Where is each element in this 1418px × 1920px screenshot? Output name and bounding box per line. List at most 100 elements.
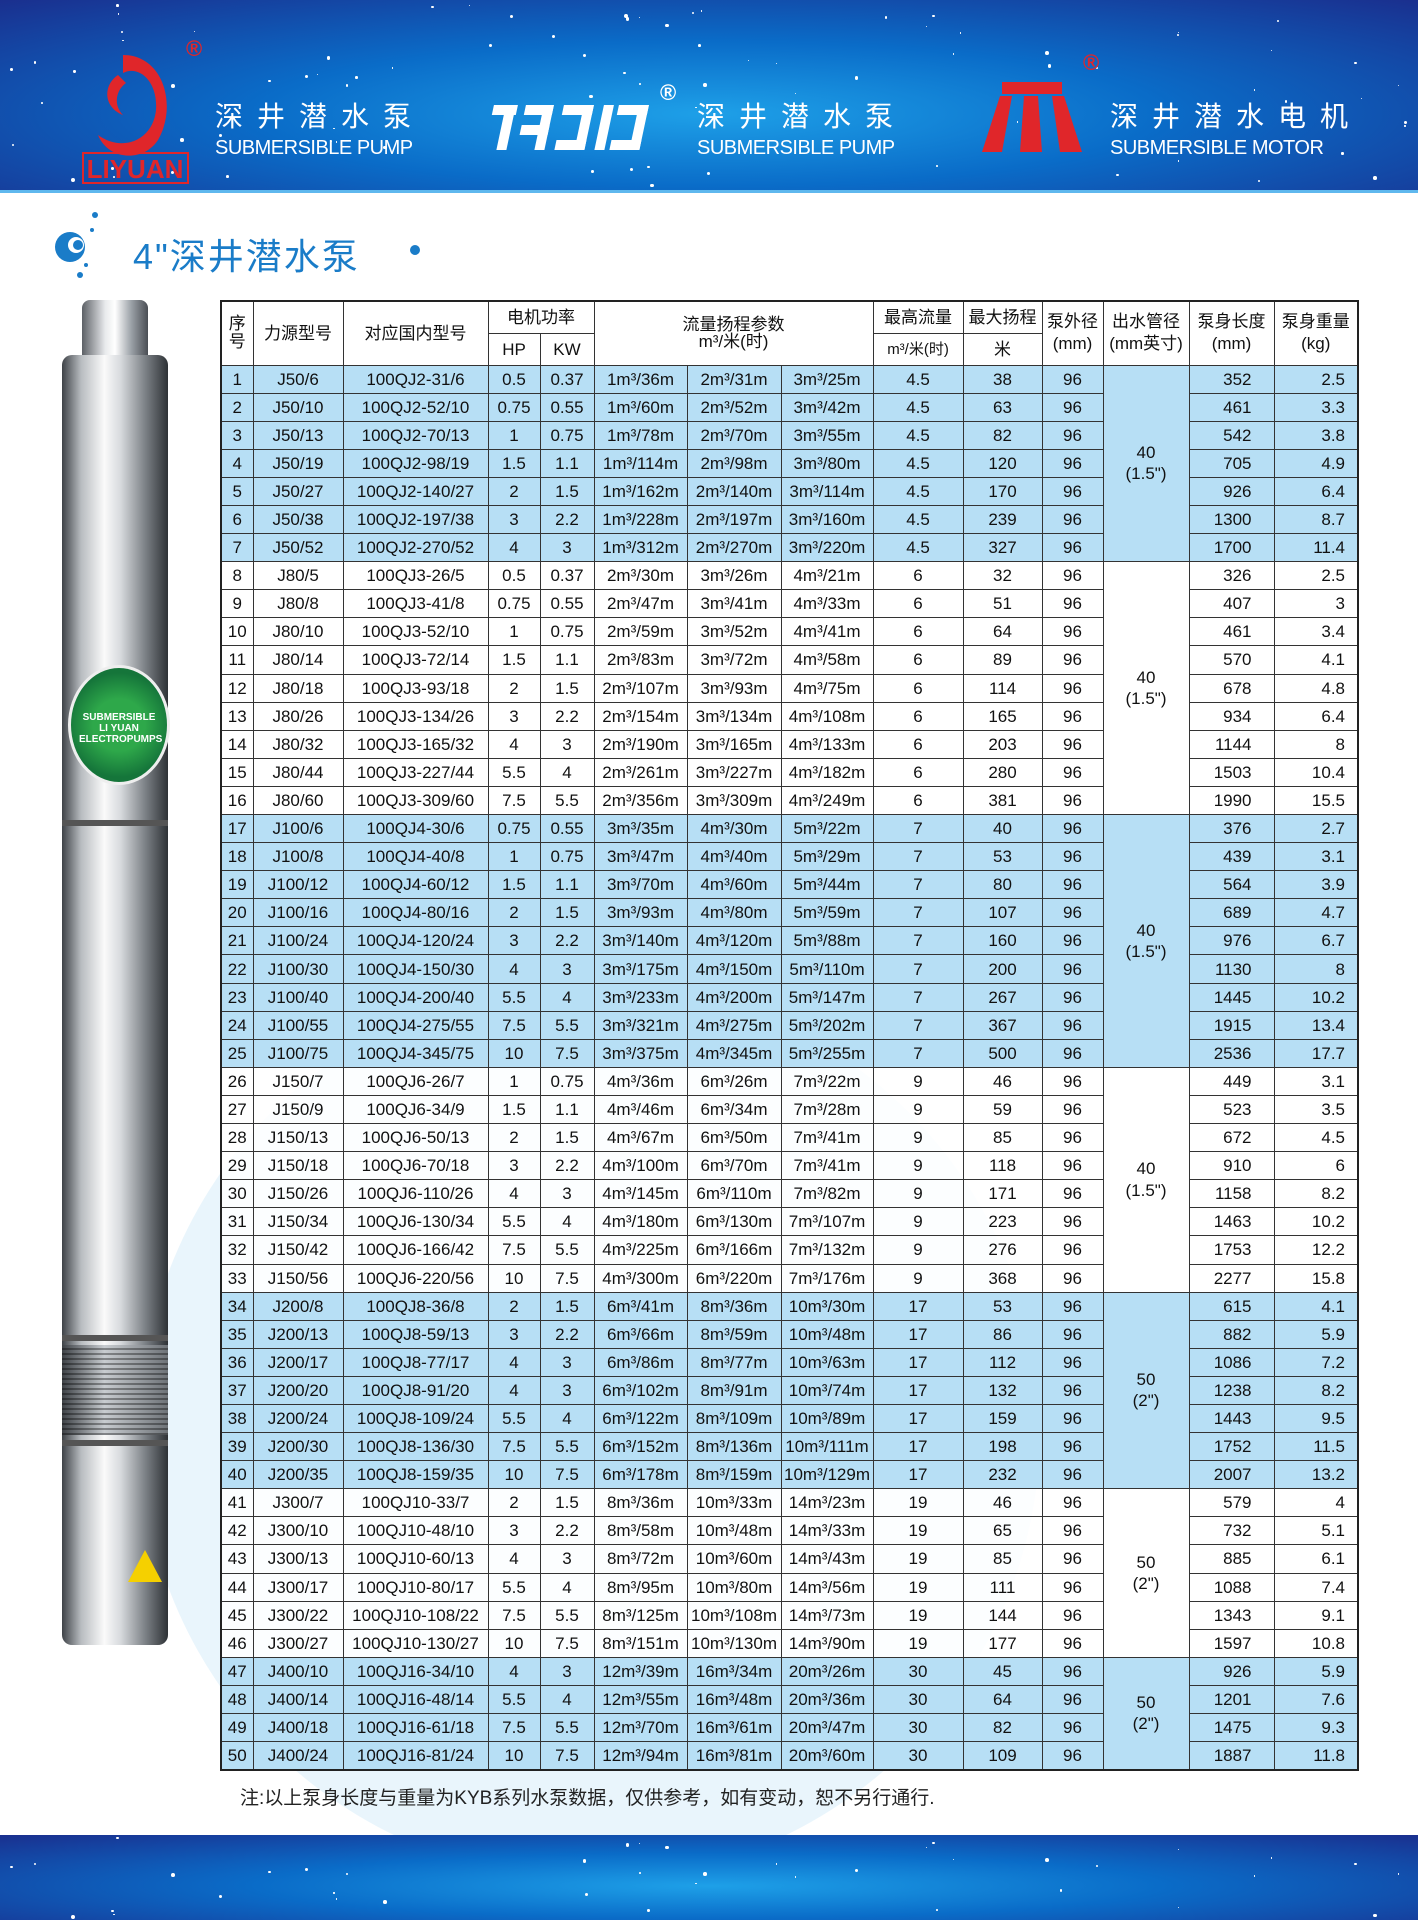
cell-no: 25 [220, 1038, 254, 1068]
pump-cap [82, 300, 148, 360]
cell-weight: 2.7 [1273, 813, 1359, 844]
cell-max-head: 160 [962, 926, 1043, 956]
cell-max-head: 165 [962, 701, 1043, 731]
cell-no: 27 [220, 1094, 254, 1125]
cell-max-flow: 9 [872, 1123, 964, 1153]
star-decoration [111, 166, 115, 170]
star-decoration [639, 83, 641, 86]
cell-model: J200/13 [252, 1319, 344, 1349]
cell-kw: 4 [539, 1207, 595, 1237]
cell-model: J150/56 [252, 1263, 344, 1293]
star-decoration [115, 3, 119, 7]
star-decoration [1287, 113, 1290, 117]
star-decoration [1177, 1906, 1180, 1909]
cell-flow2: 6m³/110m [686, 1179, 782, 1209]
cell-hp: 3 [487, 1516, 541, 1546]
star-decoration [925, 25, 928, 28]
star-decoration [333, 127, 335, 130]
cell-od: 96 [1041, 1684, 1104, 1715]
star-decoration [1354, 61, 1357, 65]
table-row: 24 J100/55 100QJ4-275/55 7.5 5.5 3m³/321m 4m³/… [220, 1010, 1359, 1040]
cell-max-head: 82 [962, 420, 1043, 450]
star-decoration [665, 23, 669, 28]
star-decoration [1360, 97, 1362, 99]
table-row: 2 J50/10 100QJ2-52/10 0.75 0.55 1m³/60m 2m³/52… [220, 392, 1359, 422]
cell-max-head: 112 [962, 1347, 1043, 1377]
cell-no: 10 [220, 617, 254, 647]
cell-flow3: 10m³/129m [780, 1460, 874, 1490]
cell-kw: 0.75 [539, 420, 595, 450]
star-decoration [884, 16, 888, 19]
cell-od: 96 [1041, 476, 1104, 506]
cell-kw: 5.5 [539, 785, 595, 816]
cell-max-flow: 19 [872, 1488, 964, 1518]
star-decoration [1116, 173, 1120, 177]
cell-flow2: 4m³/345m [686, 1038, 782, 1068]
cell-weight: 5.9 [1273, 1319, 1359, 1349]
cell-max-head: 40 [962, 813, 1043, 844]
cell-hp: 3 [487, 1151, 541, 1181]
cell-length: 1990 [1188, 785, 1275, 816]
cell-length: 461 [1188, 392, 1275, 422]
cell-no: 38 [220, 1403, 254, 1434]
star-decoration [468, 5, 470, 7]
cell-flow2: 6m³/50m [686, 1123, 782, 1153]
header-hp: HP [487, 332, 541, 366]
star-decoration [115, 1836, 119, 1840]
table-row: 8 J80/5 100QJ3-26/5 0.5 0.37 2m³/30m 3m³/26m 4m… [220, 561, 1359, 815]
star-decoration [219, 134, 223, 138]
star-decoration [1177, 33, 1180, 36]
table-row: 22 J100/30 100QJ4-150/30 4 3 3m³/175m 4m³/150m… [220, 954, 1359, 984]
star-decoration [700, 9, 703, 12]
cell-domestic: 100QJ2-31/6 [342, 364, 489, 394]
cell-kw: 2.2 [539, 504, 595, 535]
cell-length: 882 [1188, 1319, 1275, 1349]
cell-flow2: 2m³/270m [686, 533, 782, 563]
cell-weight: 7.6 [1273, 1684, 1359, 1715]
cell-max-flow: 4.5 [872, 448, 964, 478]
cell-weight: 3.8 [1273, 420, 1359, 450]
cell-flow3: 5m³/110m [780, 954, 874, 984]
cell-max-flow: 6 [872, 673, 964, 703]
cell-hp: 1 [487, 420, 541, 450]
cell-max-head: 82 [962, 1712, 1043, 1743]
cell-flow2: 4m³/30m [686, 813, 782, 844]
cell-no: 8 [220, 561, 254, 591]
cell-max-flow: 7 [872, 870, 964, 900]
cell-hp: 0.75 [487, 392, 541, 422]
cell-max-flow: 17 [872, 1403, 964, 1434]
cell-model: J100/75 [252, 1038, 344, 1068]
pump-ring [62, 1440, 168, 1446]
star-decoration [383, 1900, 387, 1904]
table-row: 3 J50/13 100QJ2-70/13 1 0.75 1m³/78m 2m³/70m 3m… [220, 420, 1359, 450]
cell-length: 1088 [1188, 1572, 1275, 1602]
cell-kw: 4 [539, 1403, 595, 1434]
cell-flow2: 10m³/48m [686, 1516, 782, 1546]
cell-od: 96 [1041, 1741, 1104, 1771]
cell-outlet: 40 (1.5") [1102, 364, 1190, 563]
cell-max-flow: 17 [872, 1375, 964, 1405]
star-decoration [1270, 1857, 1272, 1859]
cell-model: J300/27 [252, 1628, 344, 1658]
cell-flow2: 3m³/41m [686, 589, 782, 619]
cell-flow3: 4m³/58m [780, 645, 874, 675]
cell-kw: 7.5 [539, 1038, 595, 1068]
cell-max-head: 86 [962, 1319, 1043, 1349]
cell-length: 1463 [1188, 1207, 1275, 1237]
cell-domestic: 100QJ6-26/7 [342, 1066, 489, 1096]
star-decoration [1059, 1889, 1063, 1893]
cell-weight: 8 [1273, 729, 1359, 759]
cell-model: J80/32 [252, 729, 344, 759]
cell-max-flow: 4.5 [872, 504, 964, 535]
cell-no: 11 [220, 645, 254, 675]
cell-flow2: 2m³/70m [686, 420, 782, 450]
cell-od: 96 [1041, 1516, 1104, 1546]
cell-flow1: 12m³/39m [593, 1656, 688, 1686]
cell-flow1: 1m³/114m [593, 448, 688, 478]
cell-max-flow: 6 [872, 645, 964, 675]
table-row: 31 J150/34 100QJ6-130/34 5.5 4 4m³/180m 6m³/13… [220, 1207, 1359, 1237]
star-decoration [268, 1870, 271, 1874]
cell-flow2: 6m³/70m [686, 1151, 782, 1181]
star-decoration [345, 1872, 349, 1876]
cell-kw: 5.5 [539, 1600, 595, 1630]
